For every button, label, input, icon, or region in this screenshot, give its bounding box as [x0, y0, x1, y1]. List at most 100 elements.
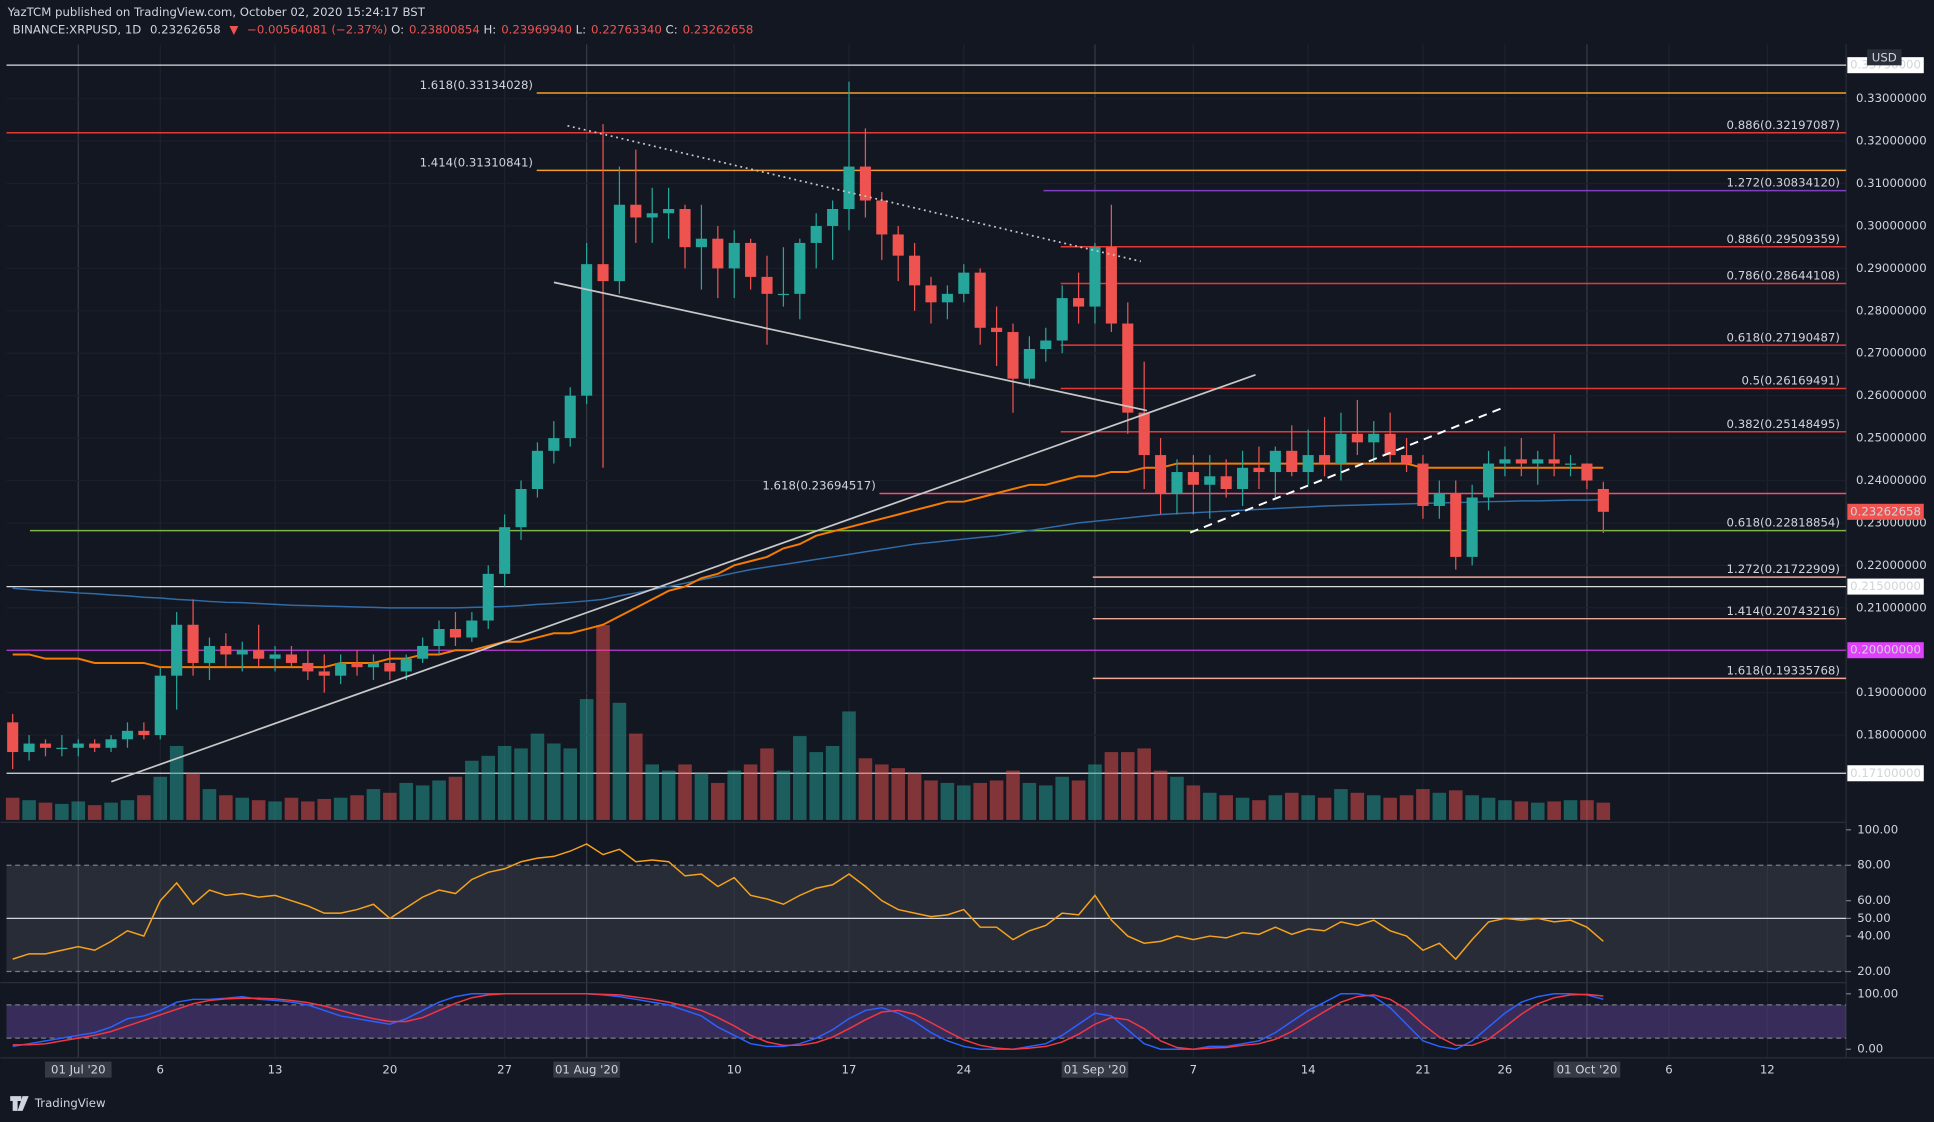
candle-body	[367, 662, 379, 668]
x-tick-label: 12	[1760, 1063, 1775, 1077]
y-tick-label: 0.22000000	[1856, 558, 1927, 572]
candle-body	[171, 624, 183, 676]
volume-bar	[1432, 792, 1447, 820]
y-tick-label: 0.32000000	[1856, 134, 1927, 148]
volume-bar	[1006, 770, 1020, 820]
candle-body	[138, 730, 150, 736]
rsi-tick-label: 60.00	[1857, 893, 1891, 907]
candle-body	[318, 671, 330, 676]
candle-body	[1548, 459, 1560, 464]
volume-bar	[1383, 797, 1397, 820]
volume-bar	[1170, 776, 1184, 820]
candle-body	[285, 654, 298, 663]
y-tick-label: 0.29000000	[1856, 261, 1927, 275]
candle-body	[23, 743, 35, 753]
volume-bar	[448, 776, 463, 820]
brand[interactable]: TradingView	[34, 1096, 106, 1110]
rsi-tick-label: 80.00	[1857, 858, 1891, 872]
volume-bar	[1448, 790, 1463, 820]
volume-bar	[153, 776, 168, 820]
candle-body	[564, 395, 576, 439]
volume-bar	[760, 748, 774, 820]
candle-body	[1319, 455, 1331, 464]
volume-bar	[1317, 797, 1332, 820]
ohlc-label: H:	[484, 22, 497, 36]
volume-bar	[661, 770, 676, 820]
candle-body	[1204, 476, 1216, 485]
publisher: YazTCM published on TradingView.com, Oct…	[7, 5, 426, 19]
candle-body	[695, 238, 707, 248]
ohlc-label: O:	[391, 22, 404, 36]
volume-bar	[1334, 789, 1348, 820]
y-tick-label: 0.26000000	[1856, 388, 1927, 402]
volume-bar	[1153, 770, 1168, 820]
volume-bar	[1022, 782, 1037, 820]
x-tick-label: 24	[956, 1063, 971, 1077]
volume-bar	[514, 748, 528, 820]
x-tick-label: 27	[497, 1063, 512, 1077]
candle-body	[958, 272, 970, 294]
volume-bar	[547, 743, 561, 820]
volume-bar	[5, 797, 20, 820]
price-label-box	[1847, 503, 1924, 520]
candle-body	[925, 285, 937, 303]
candle-body	[1581, 463, 1593, 481]
logo[interactable]	[10, 1096, 29, 1111]
x-tick-label: 01 Oct '20	[1557, 1063, 1618, 1077]
candle-body	[712, 238, 724, 269]
ohlc-value: 0.23969940	[501, 22, 572, 36]
candle-body	[335, 662, 347, 676]
volume-bar	[350, 795, 364, 820]
volume-bar	[743, 764, 758, 820]
volume-bar	[1514, 801, 1529, 820]
candle-body	[1564, 463, 1577, 465]
grid: 01 Jul '20 6 13 20 27 01 Aug '20 10 17 24 01 Sep …	[6, 44, 1927, 1078]
candle-body	[1105, 247, 1117, 324]
candle-body	[433, 629, 445, 646]
volume-bar	[973, 782, 987, 820]
volume-bar	[957, 785, 971, 820]
x-tick-label: 01 Jul '20	[51, 1063, 106, 1077]
symbol: BINANCE:XRPUSD, 1D	[13, 22, 142, 36]
volume-bar	[612, 702, 627, 820]
volume-bar	[186, 773, 200, 820]
volume-bar	[842, 711, 856, 820]
volume-bar	[858, 758, 873, 820]
candle-body	[515, 489, 527, 528]
volume-bar	[694, 773, 709, 820]
candle-body	[827, 208, 839, 226]
volume-bar	[366, 789, 381, 820]
candle-body	[810, 225, 822, 243]
volume-bar	[1596, 802, 1611, 820]
candle-body	[203, 645, 216, 663]
volume-bar	[169, 745, 184, 820]
candle-body	[1187, 472, 1199, 485]
y-tick-label: 0.18000000	[1856, 728, 1927, 742]
volume-bar	[579, 699, 594, 820]
last-price: 0.23262658	[150, 22, 221, 36]
volume-bar	[235, 797, 250, 820]
y-tick-label: 0.24000000	[1856, 473, 1927, 487]
candle-body	[777, 293, 789, 296]
candle-body	[1007, 332, 1019, 379]
volume-bar	[1252, 800, 1266, 820]
trend-line	[111, 374, 1256, 783]
candle-body	[1155, 455, 1167, 494]
price-label-box	[1847, 642, 1924, 659]
volume-bar	[875, 764, 889, 820]
candle-body	[187, 624, 199, 663]
candle-body	[679, 208, 691, 248]
volume-bar	[989, 780, 1004, 820]
rsi-tick-label: 100.00	[1857, 822, 1898, 836]
volume-bar	[1580, 800, 1594, 820]
candle-body	[89, 743, 101, 748]
footer	[0, 1085, 1934, 1122]
symbol-line: BINANCE:XRPUSD, 1D 0.23262658 ▼ −0.00564…	[13, 22, 754, 36]
candle-body	[1466, 497, 1478, 557]
volume-bar	[1186, 785, 1201, 820]
volume-bar	[1530, 802, 1545, 820]
candle-body	[105, 739, 117, 748]
candle-body	[302, 662, 314, 672]
